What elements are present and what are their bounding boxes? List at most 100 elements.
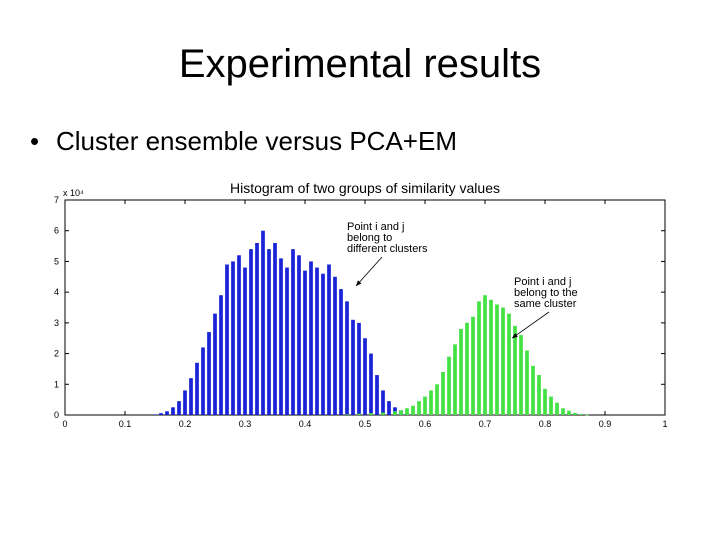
bar-same-cluster — [459, 329, 463, 415]
bar-different-clusters — [261, 230, 265, 415]
bar-different-clusters — [393, 407, 397, 415]
bar-different-clusters — [387, 401, 391, 415]
bar-different-clusters — [231, 261, 235, 415]
bar-same-cluster — [567, 410, 571, 415]
bar-different-clusters — [219, 295, 223, 415]
bar-same-cluster — [441, 372, 445, 415]
bar-different-clusters — [303, 270, 307, 415]
x-tick-label: 1 — [662, 419, 667, 429]
bar-same-cluster — [483, 295, 487, 415]
bar-different-clusters — [195, 362, 199, 415]
bar-same-cluster — [435, 384, 439, 415]
bar-different-clusters — [321, 273, 325, 415]
x-tick-label: 0.3 — [239, 419, 252, 429]
bar-same-cluster — [423, 396, 427, 415]
bar-different-clusters — [267, 249, 271, 415]
bar-same-cluster — [561, 408, 565, 415]
annotation-arrow — [355, 256, 383, 287]
bar-same-cluster — [471, 316, 475, 415]
annotation-text: different clusters — [347, 243, 428, 255]
y-tick-label: 0 — [54, 410, 59, 420]
bar-same-cluster — [369, 413, 373, 415]
chart-title: Histogram of two groups of similarity va… — [230, 180, 500, 196]
bar-different-clusters — [309, 261, 313, 415]
bar-same-cluster — [585, 414, 589, 416]
bar-different-clusters — [183, 390, 187, 415]
bar-different-clusters — [327, 264, 331, 415]
bar-same-cluster — [411, 405, 415, 415]
bar-different-clusters — [213, 313, 217, 415]
y-multiplier-label: x 10⁴ — [63, 188, 84, 198]
bar-same-cluster — [573, 412, 577, 415]
bar-different-clusters — [273, 243, 277, 415]
bar-different-clusters — [375, 375, 379, 415]
bullet-item: • Cluster ensemble versus PCA+EM — [30, 126, 457, 157]
bar-different-clusters — [381, 390, 385, 415]
histogram-chart: Histogram of two groups of similarity va… — [54, 180, 668, 429]
bar-different-clusters — [345, 301, 349, 415]
bar-same-cluster — [513, 325, 517, 415]
bar-same-cluster — [489, 299, 493, 415]
bullet-icon: • — [30, 126, 40, 156]
bar-same-cluster — [453, 344, 457, 415]
bar-different-clusters — [297, 255, 301, 415]
x-tick-label: 0.1 — [119, 419, 132, 429]
bar-same-cluster — [393, 411, 397, 415]
annotation-text: belong to — [347, 232, 392, 244]
bar-different-clusters — [201, 347, 205, 415]
bar-different-clusters — [189, 378, 193, 415]
annotation-arrowhead — [356, 280, 362, 286]
bar-different-clusters — [225, 264, 229, 415]
bar-different-clusters — [243, 267, 247, 415]
bar-same-cluster — [543, 388, 547, 415]
bar-different-clusters — [177, 401, 181, 415]
bar-different-clusters — [339, 289, 343, 415]
y-tick-label: 7 — [54, 195, 59, 205]
bar-different-clusters — [165, 411, 169, 415]
bullet-text: Cluster ensemble versus PCA+EM — [56, 126, 457, 156]
annotation-arrow — [511, 311, 550, 339]
bar-different-clusters — [369, 353, 373, 415]
x-tick-label: 0.2 — [179, 419, 192, 429]
bar-same-cluster — [579, 414, 583, 415]
bar-same-cluster — [357, 413, 361, 415]
annotation-text: Point i and j — [514, 276, 571, 288]
bar-same-cluster — [525, 350, 529, 415]
annotation-text: Point i and j — [347, 221, 404, 233]
bar-different-clusters — [255, 243, 259, 415]
bar-different-clusters — [159, 413, 163, 415]
x-tick-label: 0.9 — [599, 419, 612, 429]
x-tick-label: 0.5 — [359, 419, 372, 429]
bar-same-cluster — [447, 356, 451, 415]
annotation-text: belong to the — [514, 287, 578, 299]
bar-different-clusters — [351, 319, 355, 415]
bar-same-cluster — [381, 412, 385, 415]
y-tick-label: 3 — [54, 318, 59, 328]
bar-different-clusters — [357, 322, 361, 415]
bar-same-cluster — [519, 335, 523, 415]
x-tick-label: 0.6 — [419, 419, 432, 429]
bar-same-cluster — [465, 322, 469, 415]
bar-different-clusters — [285, 267, 289, 415]
bar-different-clusters — [315, 267, 319, 415]
bar-different-clusters — [249, 249, 253, 415]
bar-different-clusters — [237, 255, 241, 415]
x-tick-label: 0.7 — [479, 419, 492, 429]
bar-different-clusters — [333, 276, 337, 415]
bar-same-cluster — [501, 307, 505, 415]
bar-different-clusters — [153, 414, 157, 415]
bar-different-clusters — [171, 407, 175, 415]
y-tick-label: 6 — [54, 226, 59, 236]
y-tick-label: 2 — [54, 349, 59, 359]
annotation-text: same cluster — [514, 298, 577, 310]
bar-same-cluster — [405, 408, 409, 415]
bar-same-cluster — [507, 313, 511, 415]
bar-same-cluster — [429, 390, 433, 415]
slide-title: Experimental results — [178, 42, 542, 86]
bar-same-cluster — [399, 410, 403, 415]
bar-different-clusters — [207, 332, 211, 415]
bar-same-cluster — [477, 301, 481, 415]
bar-same-cluster — [555, 402, 559, 415]
bar-same-cluster — [345, 414, 349, 415]
bar-same-cluster — [495, 304, 499, 415]
